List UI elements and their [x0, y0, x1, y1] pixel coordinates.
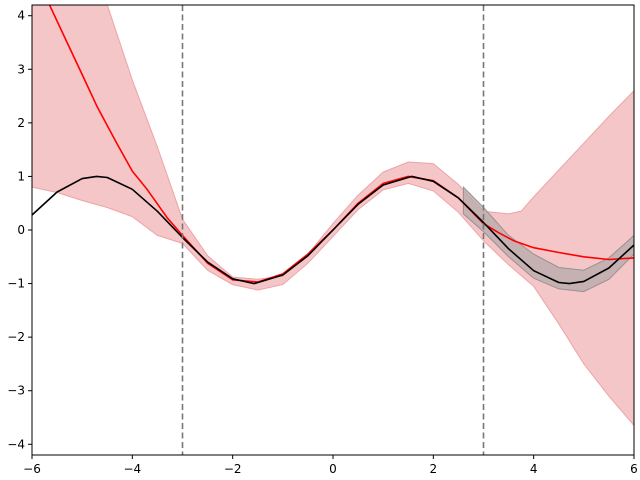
series-line-2 — [32, 175, 634, 285]
x-tick-label: 2 — [430, 462, 438, 476]
y-tick-label: 2 — [17, 116, 25, 130]
y-tick-label: 0 — [17, 223, 25, 237]
x-tick-label: −2 — [224, 462, 242, 476]
x-tick-label: 4 — [530, 462, 538, 476]
y-tick-label: 3 — [17, 62, 25, 76]
y-tick-label: 4 — [17, 9, 25, 23]
x-tick-label: −6 — [23, 462, 41, 476]
y-tick-label: −3 — [7, 384, 25, 398]
y-tick-label: −2 — [7, 330, 25, 344]
y-tick-label: −1 — [7, 277, 25, 291]
confidence-band-2 — [462, 185, 634, 293]
x-tick-label: 6 — [630, 462, 638, 476]
x-tick-label: 0 — [329, 462, 337, 476]
series-line-1 — [48, 5, 634, 283]
y-tick-label: 1 — [17, 169, 25, 183]
y-tick-label: −4 — [7, 437, 25, 451]
x-tick-label: −4 — [123, 462, 141, 476]
confidence-band-1 — [32, 5, 634, 427]
plot-area — [32, 5, 634, 455]
